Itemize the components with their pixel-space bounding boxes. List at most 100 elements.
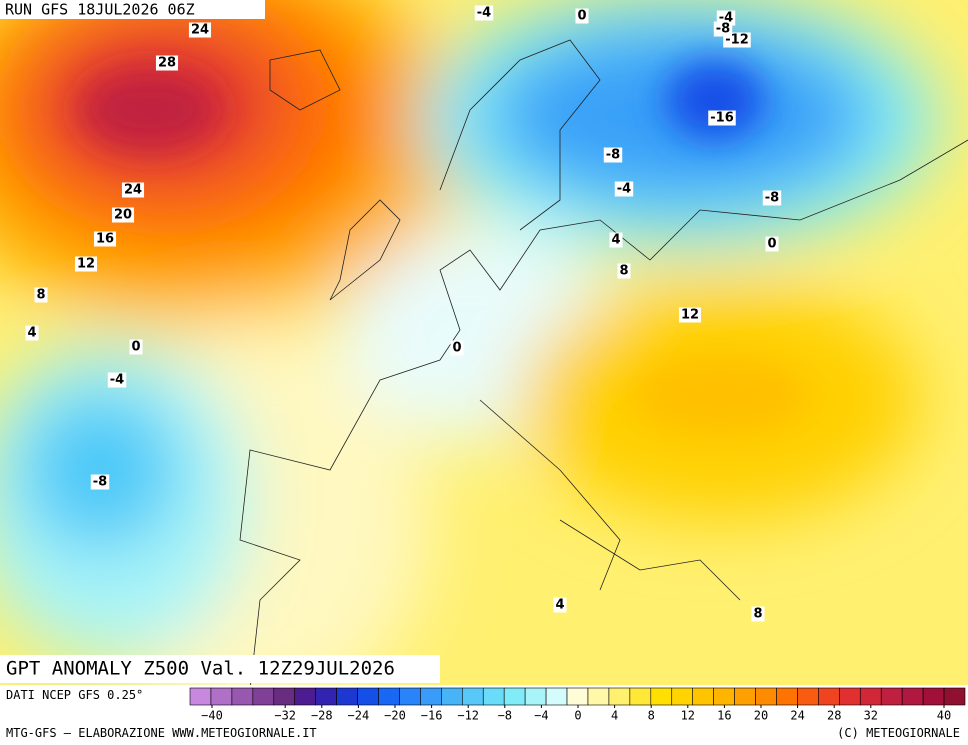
colorbar-swatch: [776, 687, 798, 706]
contour-label: 4: [27, 326, 36, 341]
contour-label: 8: [36, 288, 45, 303]
colorbar-swatch: [482, 687, 505, 706]
colorbar-swatch: [399, 687, 421, 706]
contour-label-bg: [609, 232, 623, 248]
contour-label: 0: [452, 341, 461, 356]
colorbar-swatch: [441, 687, 463, 706]
colorbar-tick-label: −32: [274, 709, 296, 723]
colorbar-swatch: [943, 687, 966, 706]
colorbar-tick-label: −20: [384, 709, 406, 723]
colorbar-swatch: [336, 687, 358, 706]
colorbar-swatch: [671, 687, 694, 706]
colorbar-tick-label: −4: [534, 709, 548, 723]
contour-label: 24: [191, 23, 209, 38]
colorbar-swatch: [734, 687, 756, 706]
contour-label: 12: [681, 308, 699, 323]
colorbar-swatch: [880, 687, 903, 706]
map-title: GPT ANOMALY Z500 Val. 12Z29JUL2026: [6, 658, 395, 680]
colorbar-swatch: [692, 687, 714, 706]
colorbar-tick-label: −8: [498, 709, 512, 723]
contour-label-bg: [93, 231, 117, 247]
colorbar: −40 −32 −28 −24 −20 −16 −12 −8 −4 0 4 8 12 16 20 24 28 32…: [189, 687, 966, 723]
contour-label: 28: [158, 56, 176, 71]
contour-label-bg: [111, 207, 135, 223]
colorbar-swatch: [461, 687, 484, 706]
colorbar-tick-label: 40: [937, 709, 951, 723]
contour-label: 20: [114, 208, 132, 223]
colorbar-swatch: [797, 687, 819, 706]
colorbar-swatch: [210, 687, 233, 706]
source-label: DATI NCEP GFS 0.25°: [6, 688, 144, 702]
footer-right: (C) METEOGIORNALE: [837, 726, 960, 740]
contour-label: -8: [93, 475, 107, 490]
contour-label: 8: [753, 607, 762, 622]
contour-label: -8: [606, 148, 620, 163]
contour-label-bg: [107, 372, 127, 388]
contour-label-bg: [678, 307, 702, 323]
contour-label: 16: [96, 232, 114, 247]
contour-label: -16: [710, 111, 734, 126]
colorbar-tick-label: 28: [827, 709, 841, 723]
colorbar-swatch: [315, 687, 337, 706]
colorbar-swatch: [629, 687, 652, 706]
colorbar-tick-label: 16: [717, 709, 731, 723]
contour-label: 24: [124, 183, 142, 198]
colorbar-swatch: [608, 687, 631, 706]
colorbar-swatch: [378, 687, 400, 706]
colorbar-swatch: [231, 687, 254, 706]
colorbar-swatch: [818, 687, 840, 706]
colorbar-tick-label: −28: [311, 709, 333, 723]
colorbar-tick-label: 12: [681, 709, 695, 723]
colorbar-tick-label: −24: [348, 709, 370, 723]
colorbar-swatch: [545, 687, 568, 706]
colorbar-swatch: [922, 687, 945, 706]
anomaly-map: RUN GFS 18JUL2026 06Z -4 0 -4 -8 -12 24 28 -16 -…: [0, 0, 968, 685]
contour-label-bg: [765, 236, 779, 252]
contour-label-bg: [553, 597, 567, 613]
colorbar-tick-label: 24: [790, 709, 804, 723]
colorbar-swatch: [713, 687, 735, 706]
contour-label-bg: [723, 32, 751, 48]
colorbar-swatch: [566, 687, 589, 706]
contour-label-bg: [90, 474, 110, 490]
contour-label: -4: [477, 6, 491, 21]
colorbar-tick-label: 0: [574, 709, 581, 723]
coastlines: [239, 39, 968, 685]
colorbar-swatch: [650, 687, 673, 706]
colorbar-swatch: [273, 687, 296, 706]
contour-label-bg: [450, 340, 464, 356]
colorbar-swatch: [859, 687, 882, 706]
contour-label-bg: [34, 287, 48, 303]
colorbar-tick-label: −16: [421, 709, 443, 723]
colorbar-swatch: [503, 687, 526, 706]
contour-label: 0: [767, 237, 776, 252]
contour-label: -4: [110, 373, 124, 388]
colorbar-swatch: [294, 687, 316, 706]
contour-label: -8: [765, 191, 779, 206]
colorbar-tick-label: −40: [201, 709, 223, 723]
colorbar-tick-label: 4: [611, 709, 618, 723]
contour-label: 0: [577, 9, 586, 24]
footer-left: MTG-GFS — ELABORAZIONE WWW.METEOGIORNALE…: [6, 726, 317, 740]
contour-label-bg: [474, 5, 494, 21]
contour-label-bg: [614, 181, 634, 197]
contour-label-bg: [575, 8, 589, 24]
contour-label-bg: [762, 190, 782, 206]
contour-label-bg: [129, 339, 143, 355]
contour-label-bg: [121, 182, 145, 198]
contour-label-bg: [74, 256, 98, 272]
colorbar-swatch: [189, 687, 212, 706]
colorbar-swatch: [420, 687, 442, 706]
colorbar-swatch: [357, 687, 379, 706]
contour-label-bg: [155, 55, 179, 71]
contour-label-bg: [751, 606, 765, 622]
contour-label: 8: [619, 264, 628, 279]
colorbar-tick-label: −12: [457, 709, 479, 723]
colorbar-swatch: [839, 687, 861, 706]
colorbar-tick-label: 8: [648, 709, 655, 723]
run-box: [0, 0, 265, 19]
contour-label-bg: [617, 263, 631, 279]
contour-label-bg: [708, 110, 736, 126]
contour-label: 12: [77, 257, 95, 272]
